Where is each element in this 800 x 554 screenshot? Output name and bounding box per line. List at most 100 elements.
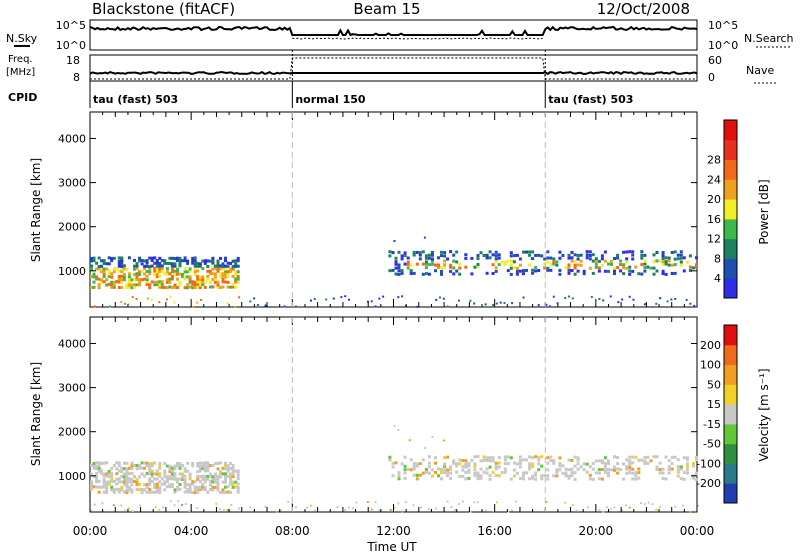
velocity-cell — [588, 465, 592, 469]
velocity-cell — [148, 477, 152, 481]
velocity-cell — [138, 475, 142, 479]
velocity-cell — [173, 474, 177, 478]
power-cell — [120, 259, 124, 262]
velocity-cell — [170, 477, 174, 481]
power-cell — [211, 285, 215, 289]
velocity-cell — [169, 500, 172, 503]
power-cell — [140, 278, 144, 282]
power-cell — [640, 263, 644, 267]
velocity-cell — [658, 461, 662, 465]
velocity-cell — [155, 472, 159, 476]
velocity-cell — [143, 461, 147, 465]
power-cell — [203, 285, 207, 289]
velocity-cell — [145, 464, 149, 467]
velocity-cell — [409, 468, 413, 472]
velocity-cell — [186, 490, 190, 494]
velocity-cell — [188, 488, 192, 491]
velocity-cell — [676, 465, 680, 469]
power-cell — [168, 277, 172, 281]
velocity-cell — [150, 469, 154, 473]
velocity-cell — [689, 511, 692, 514]
velocity-cell — [393, 506, 396, 509]
power-cell — [470, 256, 474, 260]
velocity-cell — [173, 464, 177, 468]
power-cell — [582, 269, 586, 273]
power-cell — [625, 250, 629, 254]
freq-unit-label: [MHz] — [6, 67, 35, 78]
power-cell — [400, 254, 404, 258]
power-cell — [198, 275, 202, 279]
power-cell — [100, 280, 104, 284]
velocity-cell — [181, 464, 185, 468]
velocity-cell — [567, 468, 571, 472]
velocity-cell — [221, 488, 225, 492]
velocity-cell — [100, 469, 104, 473]
power-cell — [135, 275, 139, 279]
power-cell — [127, 285, 131, 289]
power-cell — [509, 263, 513, 267]
power-cell — [181, 275, 185, 279]
power-cell — [153, 261, 157, 265]
power-cell — [143, 259, 147, 263]
velocity-cell — [97, 461, 101, 465]
power-cell — [546, 260, 550, 264]
power-cell — [664, 272, 668, 276]
velocity-cell — [418, 473, 422, 477]
power-cell — [576, 257, 580, 261]
velocity-cell — [473, 464, 477, 468]
velocity-cell — [191, 482, 195, 486]
velocity-cell — [97, 469, 101, 473]
velocity-cell — [206, 469, 210, 473]
power-cell — [313, 298, 316, 301]
velocity-cell — [567, 458, 571, 462]
velocity-cell — [631, 467, 635, 471]
colorbar-segment — [724, 238, 737, 259]
power-cell — [135, 266, 139, 270]
velocity-cell — [125, 469, 129, 473]
power-cell — [208, 269, 212, 273]
power-cell — [673, 271, 677, 275]
power-cell — [646, 265, 650, 269]
power-cell — [138, 256, 142, 260]
velocity-cell — [117, 487, 121, 491]
power-cell — [479, 251, 483, 255]
power-cell — [97, 267, 101, 271]
power-cell — [219, 264, 222, 268]
power-cell — [107, 282, 111, 286]
power-cell — [196, 282, 200, 286]
velocity-cell — [430, 468, 434, 472]
velocity-cell — [647, 501, 650, 504]
velocity-cell — [552, 474, 556, 478]
power-cell — [125, 285, 129, 289]
power-cell — [449, 250, 453, 254]
velocity-cell — [670, 455, 674, 459]
power-cell — [443, 263, 447, 267]
power-cell — [107, 256, 111, 260]
power-cell — [229, 285, 233, 289]
velocity-cell — [695, 473, 698, 477]
velocity-cell — [110, 477, 114, 481]
power-cell — [695, 256, 698, 260]
velocity-cell — [117, 464, 121, 468]
velocity-cell — [408, 439, 411, 442]
velocity-cell — [446, 474, 450, 478]
velocity-cell — [176, 485, 179, 489]
velocity-cell — [163, 469, 167, 473]
velocity-cell — [158, 464, 162, 468]
power-cell — [622, 250, 626, 254]
power-cell — [590, 295, 593, 298]
velocity-cell — [234, 469, 238, 473]
power-cell — [122, 267, 126, 271]
velocity-cell — [135, 467, 139, 471]
power-cell — [691, 266, 695, 270]
velocity-cell — [570, 467, 574, 471]
velocity-cell — [528, 462, 532, 466]
power-cell — [628, 265, 632, 269]
power-cell — [567, 253, 571, 257]
velocity-cell — [125, 488, 129, 492]
velocity-cell — [127, 472, 131, 476]
power-cell — [628, 272, 632, 276]
power-cell — [125, 283, 129, 287]
power-cell — [570, 256, 574, 260]
velocity-cell — [336, 506, 339, 508]
